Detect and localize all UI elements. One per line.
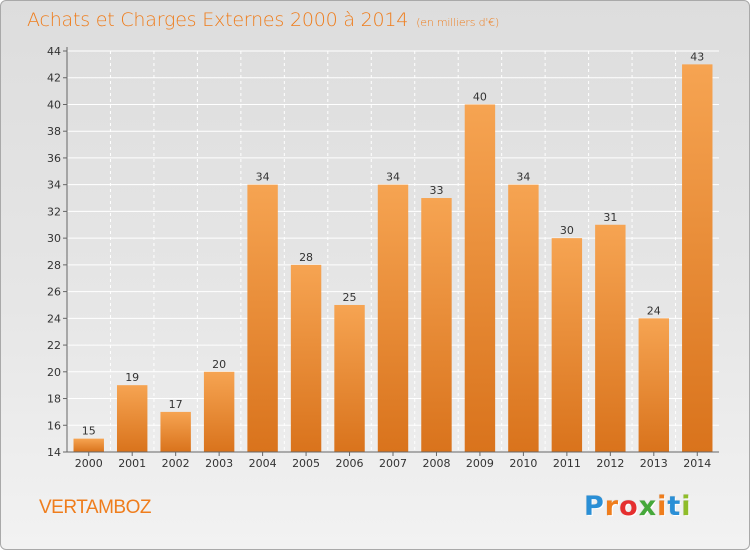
labels: 14 16 18 20 22 24 26 28 30 32 34 36 38 40 42 44 15 2000 19… xyxy=(47,45,711,470)
x-tick-label-2006: 2006 xyxy=(336,457,364,470)
logo-letter: i xyxy=(657,491,668,522)
x-tick-label-2007: 2007 xyxy=(379,457,407,470)
bar-2013 xyxy=(638,318,670,452)
value-label-2004: 34 xyxy=(256,171,270,184)
x-tick-label-2013: 2013 xyxy=(640,457,668,470)
bar-2004 xyxy=(247,184,278,452)
bar-2001 xyxy=(116,385,148,452)
logo-letter: x xyxy=(638,491,658,522)
x-tick-label-2010: 2010 xyxy=(509,457,537,470)
bar-2005 xyxy=(290,264,322,452)
y-tick-label: 32 xyxy=(47,205,61,218)
y-tick-label: 28 xyxy=(47,259,61,272)
x-tick-label-2001: 2001 xyxy=(118,457,146,470)
x-tick-label-2005: 2005 xyxy=(292,457,320,470)
bar-2009 xyxy=(464,104,496,452)
value-label-2010: 34 xyxy=(516,171,530,184)
bar-2003 xyxy=(203,371,235,452)
value-label-2008: 33 xyxy=(429,184,443,197)
x-tick-label-2014: 2014 xyxy=(683,457,711,470)
value-label-2009: 40 xyxy=(473,90,487,103)
proxiti-logo: Proxiti xyxy=(584,491,692,522)
y-tick-label: 40 xyxy=(47,98,61,111)
value-label-2001: 19 xyxy=(125,371,139,384)
value-label-2000: 15 xyxy=(82,425,96,438)
y-tick-label: 30 xyxy=(47,232,61,245)
x-tick-label-2003: 2003 xyxy=(205,457,233,470)
value-label-2005: 28 xyxy=(299,251,313,264)
y-tick-label: 18 xyxy=(47,393,61,406)
y-tick-label: 34 xyxy=(47,179,61,192)
commune-name: VERTAMBOZ xyxy=(39,497,151,518)
logo-letter: i xyxy=(681,491,692,522)
y-tick-label: 22 xyxy=(47,339,61,352)
y-tick-label: 36 xyxy=(47,152,61,165)
chart-unit: (en milliers d'€) xyxy=(416,16,500,29)
x-tick-label-2011: 2011 xyxy=(553,457,581,470)
x-tick-label-2004: 2004 xyxy=(249,457,277,470)
bar-2011 xyxy=(551,238,583,452)
bar-2010 xyxy=(508,184,539,452)
bar-2007 xyxy=(377,184,409,452)
chart-title-text: Achats et Charges Externes 2000 à 2014 xyxy=(27,9,409,31)
bar-2002 xyxy=(160,411,191,452)
value-label-2002: 17 xyxy=(169,398,183,411)
logo-letter: t xyxy=(667,491,682,522)
y-tick-label: 42 xyxy=(47,72,61,85)
logo-letter: r xyxy=(604,491,620,522)
y-tick-label: 38 xyxy=(47,125,61,138)
y-tick-label: 16 xyxy=(47,419,61,432)
chart-title: Achats et Charges Externes 2000 à 2014 (e… xyxy=(27,9,499,31)
y-tick-label: 24 xyxy=(47,312,61,325)
y-tick-label: 20 xyxy=(47,366,61,379)
bar-2012 xyxy=(595,224,626,452)
value-label-2012: 31 xyxy=(603,211,617,224)
x-tick-label-2008: 2008 xyxy=(422,457,450,470)
value-label-2011: 30 xyxy=(560,224,574,237)
logo-letter: P xyxy=(584,491,605,522)
value-label-2014: 43 xyxy=(690,50,704,63)
x-tick-label-2000: 2000 xyxy=(75,457,103,470)
value-label-2006: 25 xyxy=(343,291,357,304)
y-tick-label: 14 xyxy=(47,446,61,459)
value-label-2003: 20 xyxy=(212,358,226,371)
bar-2008 xyxy=(421,198,452,452)
value-label-2007: 34 xyxy=(386,171,400,184)
logo-letter: o xyxy=(619,491,639,522)
x-tick-label-2009: 2009 xyxy=(466,457,494,470)
axes xyxy=(63,47,719,456)
x-tick-label-2002: 2002 xyxy=(162,457,190,470)
bars xyxy=(73,64,713,452)
x-tick-label-2012: 2012 xyxy=(596,457,624,470)
bar-2014 xyxy=(682,64,713,452)
y-tick-label: 26 xyxy=(47,286,61,299)
bar-2000 xyxy=(73,438,104,452)
y-tick-label: 44 xyxy=(47,45,61,58)
bar-2006 xyxy=(334,304,365,452)
value-label-2013: 24 xyxy=(647,304,661,317)
